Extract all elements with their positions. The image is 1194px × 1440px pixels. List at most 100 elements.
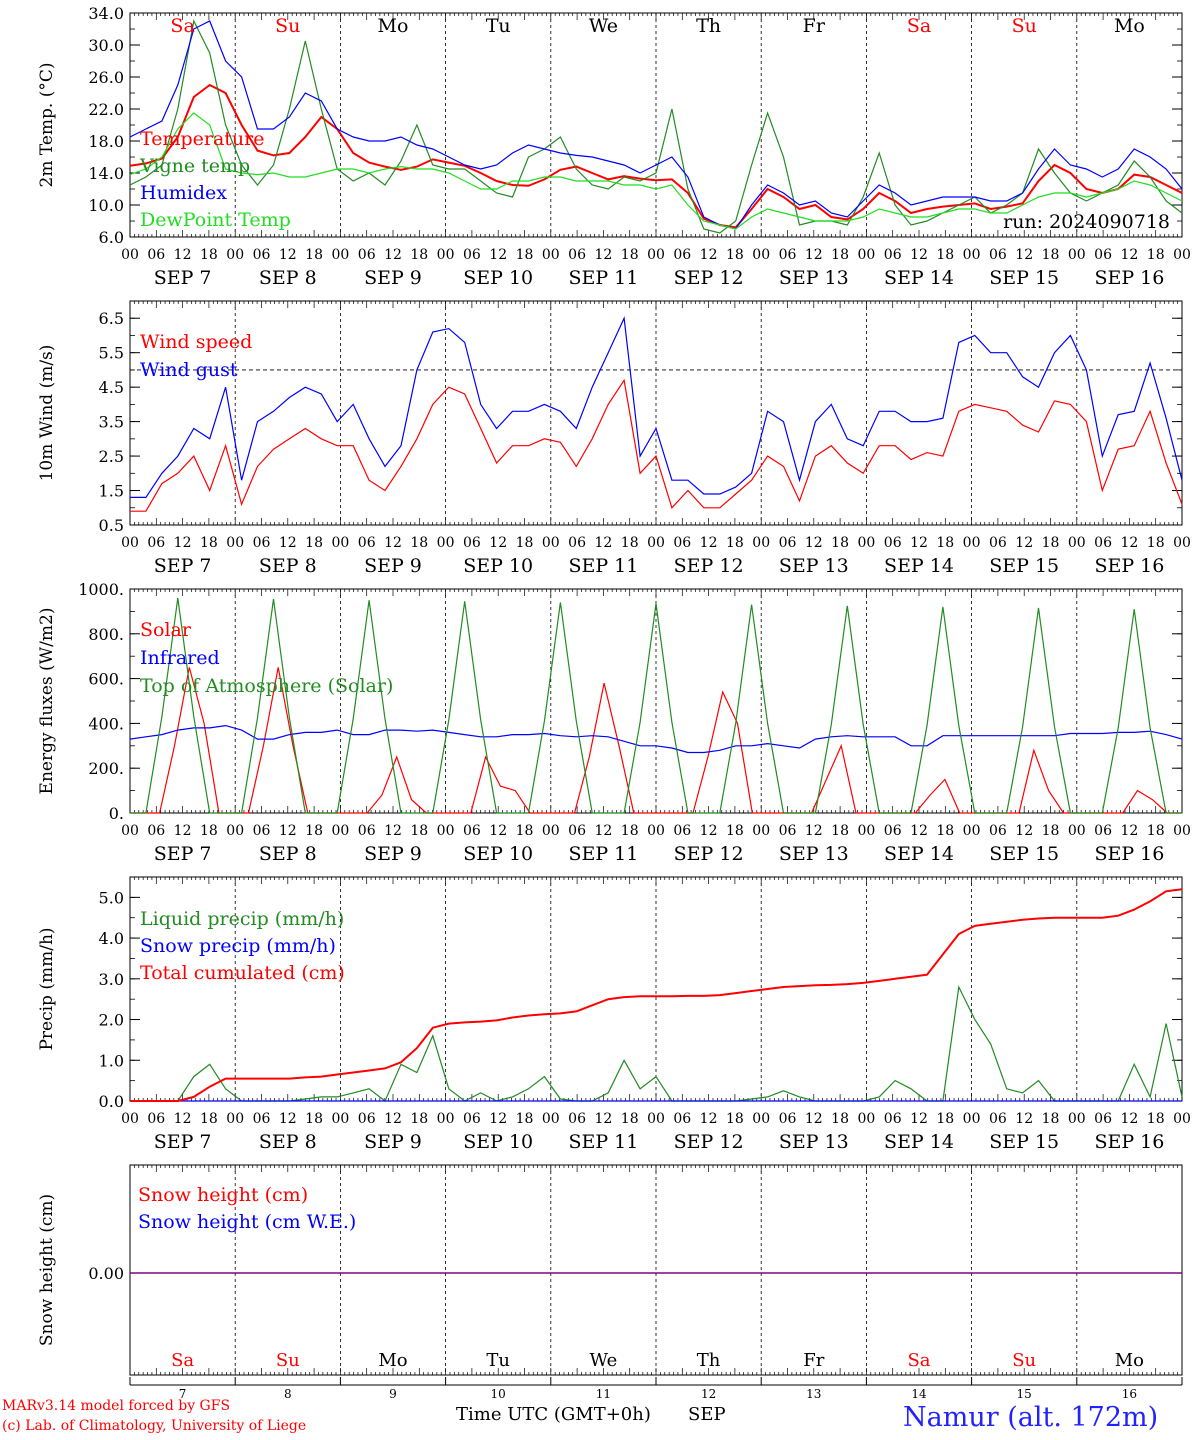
x-date-label: SEP 8: [259, 1131, 317, 1153]
x-date-label: SEP 13: [779, 1131, 849, 1153]
x-hour-label: 06: [779, 247, 797, 263]
x-hour-label: 00: [857, 823, 875, 839]
x-hour-label: 06: [1094, 1111, 1112, 1127]
x-date-label: SEP 10: [463, 267, 533, 289]
y-axis-label: Energy fluxes (W/m2): [37, 608, 57, 795]
x-hour-label: 00: [226, 1111, 244, 1127]
x-hour-label: 00: [542, 247, 560, 263]
x-hour-label: 06: [463, 247, 481, 263]
bottom-day-number: 15: [1017, 1387, 1032, 1401]
x-hour-label: 06: [358, 247, 376, 263]
x-hour-label: 18: [410, 1111, 428, 1127]
bottom-day-number: 11: [596, 1387, 611, 1401]
x-hour-label: 18: [200, 535, 218, 551]
bottom-day-name: Sa: [907, 1350, 930, 1371]
x-hour-label: 06: [463, 535, 481, 551]
x-hour-label: 00: [857, 247, 875, 263]
y-tick-label: 34.0: [88, 4, 124, 23]
x-hour-label: 12: [1120, 535, 1138, 551]
bottom-day-name: Th: [697, 1350, 721, 1371]
x-hour-label: 06: [989, 823, 1007, 839]
day-name-label: Fr: [803, 15, 826, 37]
y-tick-label: 1000.: [78, 580, 124, 599]
x-date-label: SEP 11: [568, 1131, 638, 1153]
x-hour-label: 18: [200, 247, 218, 263]
x-hour-label: 18: [410, 535, 428, 551]
legend-entry: Humidex: [140, 182, 227, 204]
x-hour-label: 06: [568, 1111, 586, 1127]
series-line-liquid-precip-mm-h-: [130, 984, 1183, 1102]
x-date-label: SEP 15: [989, 1131, 1059, 1153]
x-hour-label: 12: [700, 823, 718, 839]
x-hour-label: 00: [437, 535, 455, 551]
x-hour-label: 06: [884, 535, 902, 551]
x-hour-label: 06: [147, 823, 165, 839]
y-tick-label: 0.0: [99, 1092, 124, 1111]
y-axis-label: Precip (mm/h): [37, 927, 57, 1050]
series-line-wind-speed: [130, 378, 1183, 512]
x-hour-label: 12: [384, 535, 402, 551]
series-line-dewpoint-temp: [129, 112, 1183, 230]
x-date-label: SEP 12: [674, 555, 744, 577]
x-hour-label: 18: [516, 1111, 534, 1127]
x-date-label: SEP 13: [779, 267, 849, 289]
x-date-label: SEP 14: [884, 555, 954, 577]
bottom-day-name: We: [590, 1350, 618, 1371]
series-line-vigne-temp: [129, 19, 1183, 234]
x-hour-label: 12: [279, 1111, 297, 1127]
y-tick-label: 5.0: [99, 888, 124, 907]
y-tick-label: 6.5: [99, 309, 124, 328]
x-hour-label: 18: [1042, 247, 1060, 263]
bottom-day-number: 12: [701, 1387, 716, 1401]
x-hour-label: 00: [437, 1111, 455, 1127]
x-hour-label: 12: [279, 823, 297, 839]
x-hour-label: 12: [279, 247, 297, 263]
x-hour-label: 06: [358, 1111, 376, 1127]
x-hour-label: 06: [147, 1111, 165, 1127]
x-date-label: SEP 7: [154, 843, 212, 865]
x-date-label: SEP 13: [779, 843, 849, 865]
x-hour-label: 12: [1015, 1111, 1033, 1127]
panel-frame-2: [129, 588, 1183, 814]
x-date-label: SEP 7: [154, 555, 212, 577]
x-date-label: SEP 15: [989, 267, 1059, 289]
x-hour-label: 06: [673, 823, 691, 839]
x-hour-label: 18: [621, 247, 639, 263]
x-date-label: SEP 11: [568, 267, 638, 289]
x-hour-label: 00: [437, 247, 455, 263]
x-hour-label: 00: [542, 535, 560, 551]
y-tick-label: 4.0: [99, 929, 124, 948]
x-hour-label: 06: [253, 247, 271, 263]
x-hour-label: 18: [621, 823, 639, 839]
x-hour-label: 00: [542, 1111, 560, 1127]
x-hour-label: 12: [489, 247, 507, 263]
x-hour-label: 00: [542, 823, 560, 839]
y-axis-label: Snow height (cm): [37, 1194, 57, 1346]
y-axis-label: 10m Wind (m/s): [37, 345, 57, 482]
x-hour-label: 00: [331, 823, 349, 839]
x-date-label: SEP 13: [779, 555, 849, 577]
x-hour-label: 00: [1173, 1111, 1191, 1127]
x-hour-label: 18: [726, 535, 744, 551]
x-date-label: SEP 9: [364, 555, 422, 577]
x-hour-label: 12: [384, 247, 402, 263]
day-name-label: Su: [275, 15, 300, 37]
x-hour-label: 12: [489, 1111, 507, 1127]
x-date-label: SEP 8: [259, 843, 317, 865]
series-line-wind-gust: [130, 316, 1183, 498]
bottom-day-number: 13: [806, 1387, 821, 1401]
x-hour-label: 18: [621, 535, 639, 551]
x-hour-label: 12: [384, 823, 402, 839]
x-hour-label: 00: [1173, 823, 1191, 839]
legend-entry: Snow height (cm W.E.): [138, 1211, 356, 1233]
x-hour-label: 06: [673, 247, 691, 263]
x-hour-label: 00: [752, 823, 770, 839]
x-hour-label: 12: [489, 823, 507, 839]
run-label: run: 2024090718: [1003, 211, 1170, 233]
x-hour-label: 18: [831, 247, 849, 263]
time-axis-month: SEP: [688, 1404, 726, 1425]
x-hour-label: 00: [963, 823, 981, 839]
x-hour-label: 18: [200, 1111, 218, 1127]
x-hour-label: 00: [647, 1111, 665, 1127]
series-line-infrared: [129, 724, 1183, 754]
